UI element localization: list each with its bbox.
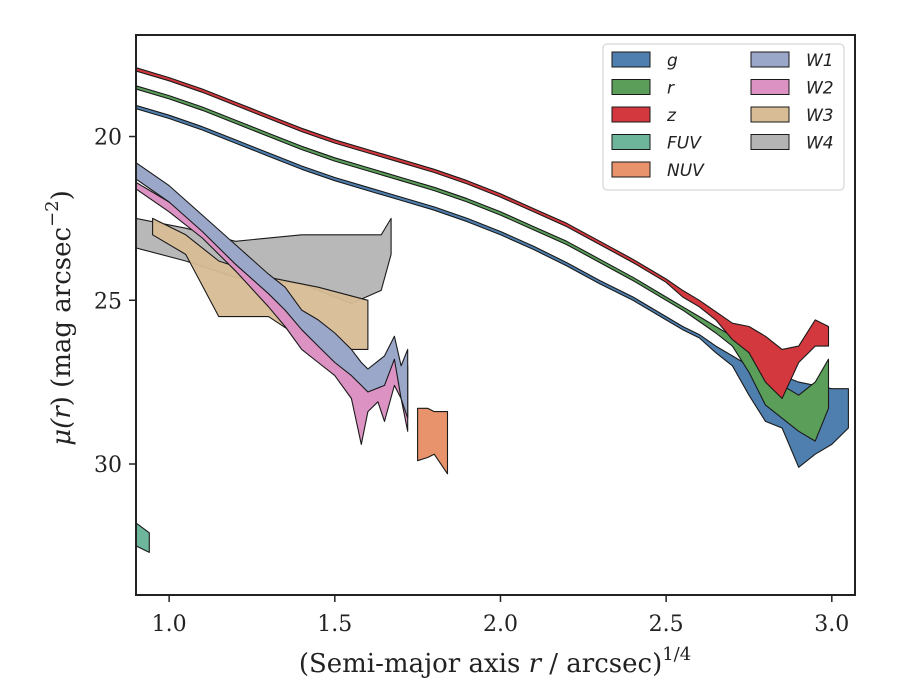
band-r (136, 85, 830, 442)
legend-swatch-w3 (750, 106, 790, 123)
band-nuv (417, 407, 449, 475)
legend-label-fuv: FUV (667, 134, 702, 154)
legend-label-nuv: NUV (667, 161, 705, 181)
legend-swatch-w4 (750, 134, 790, 150)
y-tick-label: 20 (94, 126, 122, 151)
plot-frame (135, 34, 856, 596)
y-axis-title: μ(r) (mag arcsec−2) (42, 190, 77, 446)
legend-label-r: r (667, 79, 675, 99)
x-axis-title: (Semi-major axis r / arcsec)1/4 (299, 644, 691, 679)
legend-label-w4: W4 (806, 134, 834, 154)
y-tick-label: 25 (94, 289, 122, 314)
legend-swatch-z (611, 106, 651, 123)
legend-swatch-w1 (750, 51, 790, 68)
legend: grz FUV NUV W1 W2 W3 W4 (602, 43, 845, 191)
x-tick-label: 3.0 (814, 612, 849, 637)
legend-swatch-fuv (611, 134, 651, 150)
x-tick-label: 1.0 (152, 612, 187, 637)
band-w1 (136, 162, 409, 419)
band-g (136, 104, 849, 468)
x-tick-label: 2.0 (483, 612, 518, 637)
legend-swatch-nuv (611, 161, 651, 178)
y-axis: 20 25 30 (94, 126, 136, 478)
legend-label-g: g (667, 51, 678, 71)
legend-label-w2: W2 (806, 79, 834, 99)
y-tick-label: 30 (94, 453, 122, 478)
series-bands (136, 67, 849, 553)
band-fuv (136, 522, 150, 553)
x-tick-label: 2.5 (649, 612, 684, 637)
legend-swatch-w2 (750, 79, 790, 95)
legend-label-w3: W3 (806, 106, 834, 126)
legend-swatch-g (611, 51, 651, 68)
x-axis: 1.0 1.5 2.0 2.5 3.0 (152, 595, 849, 637)
legend-label-w1: W1 (806, 51, 834, 71)
legend-label-z: z (666, 106, 677, 126)
legend-swatch-r (611, 79, 651, 95)
x-tick-label: 1.5 (317, 612, 352, 637)
band-z (136, 67, 830, 400)
